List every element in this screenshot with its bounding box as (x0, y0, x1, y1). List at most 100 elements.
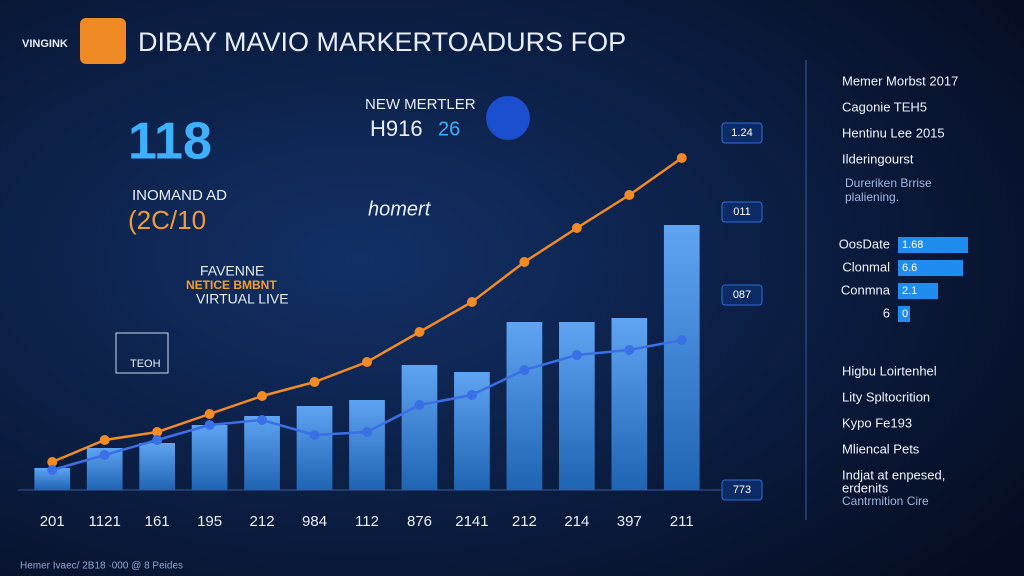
panel-bar (898, 283, 938, 299)
panel-bar-label: 6 (883, 305, 890, 320)
line-point (47, 465, 58, 475)
end-tag-box (721, 479, 763, 501)
x-tick-label: 984 (302, 513, 327, 530)
promo-line: VIRTUAL LIVE (196, 291, 289, 307)
x-tick-label: 397 (617, 513, 642, 530)
headline-subtitle: INOMAND AD (132, 187, 227, 204)
brand: homert (368, 198, 432, 220)
bar-shade (506, 322, 543, 490)
bar-shade (34, 468, 71, 490)
panel-bar (898, 260, 963, 276)
badge-line: NEW MERTLER (365, 96, 476, 113)
promo-line: FAVENNE (200, 263, 264, 279)
bar-shade (559, 322, 595, 490)
line-point (47, 457, 58, 467)
line-point (362, 427, 372, 437)
panel-bar (898, 237, 968, 253)
panel-text: Memer Morbst 2017 (842, 73, 958, 88)
line-point (571, 223, 582, 233)
line-point (414, 327, 425, 337)
bar-shade (191, 425, 228, 490)
bar-shade (611, 318, 648, 490)
x-tick-label: 201 (40, 513, 65, 530)
x-tick-label: 212 (512, 513, 537, 530)
line-point (309, 377, 320, 387)
footer: Hemer Ivaec/ 2B18 ·000 @ 8 Peides (20, 561, 183, 572)
line-point (571, 350, 582, 360)
x-tick-label: 214 (564, 513, 589, 530)
panel-text: Indjat at enpesed, (842, 467, 945, 482)
title: DIBAY MAVIO MARKERTOADURS FOP (138, 27, 626, 57)
x-tick-label: 2141 (455, 513, 488, 530)
end-tag-box (721, 122, 763, 144)
end-tag: 011 (733, 206, 751, 218)
line-point (99, 435, 110, 445)
x-tick-label: 195 (197, 513, 222, 530)
line-point (99, 450, 110, 460)
logo-text: VINGINK (22, 38, 68, 50)
panel-note: Dureriken Brrise (845, 176, 932, 190)
panel-bar-label: Clonmal (842, 259, 890, 274)
line-point (624, 345, 635, 355)
badge-value2: 26 (438, 118, 460, 140)
bar-shade (401, 365, 438, 490)
line-point (466, 297, 477, 307)
panel-bar-label: Conmna (841, 282, 891, 297)
bar-shade (663, 225, 700, 490)
line-point (519, 365, 530, 375)
side-panel: Memer Morbst 2017 Cagonie TEH5 Hentinu Lee… (839, 73, 968, 508)
bar-shade (244, 416, 280, 490)
x-tick-label: 211 (670, 513, 694, 530)
line-point (204, 409, 215, 419)
line-point (466, 390, 477, 400)
line-point (362, 357, 372, 367)
big-number: 118 (128, 113, 212, 171)
line-point (414, 400, 425, 410)
bar-shade (296, 406, 333, 490)
line-point (257, 415, 268, 425)
x-tick-label: 1121 (89, 513, 121, 530)
panel-text: Mliencal Pets (842, 441, 920, 456)
line-point (152, 427, 163, 437)
end-tag-box (721, 284, 763, 306)
panel-text: erdenits (842, 480, 889, 495)
x-tick-label: 112 (355, 513, 379, 530)
moon-icon (486, 96, 530, 140)
line-point (204, 420, 215, 430)
badge-value: H916 (370, 116, 423, 141)
x-tick-label: 161 (145, 513, 170, 530)
line-point (309, 430, 320, 440)
panel-note: plaliening. (845, 190, 899, 204)
panel-bar-text: 1.68 (902, 239, 923, 251)
end-tag: 087 (733, 289, 751, 301)
bar-shade (139, 443, 175, 490)
logo-icon (80, 18, 126, 64)
panel-bar-text: 2.1 (902, 285, 917, 297)
line-point (676, 153, 687, 163)
panel-bar-label: OosDate (839, 236, 890, 251)
end-tag: 773 (733, 484, 751, 496)
panel-text: Cagonie TEH5 (842, 99, 927, 114)
x-tick-label: 212 (250, 513, 275, 530)
box-label: TEOH (130, 358, 161, 370)
end-tag-box (721, 201, 763, 223)
panel-bar-text: 6.6 (902, 262, 917, 274)
line-point (152, 435, 163, 445)
panel-text: Lity Spltocrition (842, 389, 930, 404)
panel-text: Kypo Fe193 (842, 415, 912, 430)
line-point (624, 190, 635, 200)
panel-text: Cantrmition Cire (842, 494, 929, 508)
box (115, 332, 169, 374)
line-point (519, 257, 530, 267)
panel-text: Hentinu Lee 2015 (842, 125, 945, 140)
headline-year: (2C/10 (128, 205, 206, 235)
x-tick-label: 876 (407, 513, 432, 530)
panel-text: Ilderingourst (842, 151, 914, 166)
bar-shade (349, 400, 385, 490)
panel-bar (898, 306, 910, 322)
end-tag: 1.24 (731, 127, 752, 139)
panel-bar-text: 0 (902, 308, 908, 320)
promo-line: NETICE BMBNT (186, 278, 277, 292)
line-point (676, 335, 687, 345)
